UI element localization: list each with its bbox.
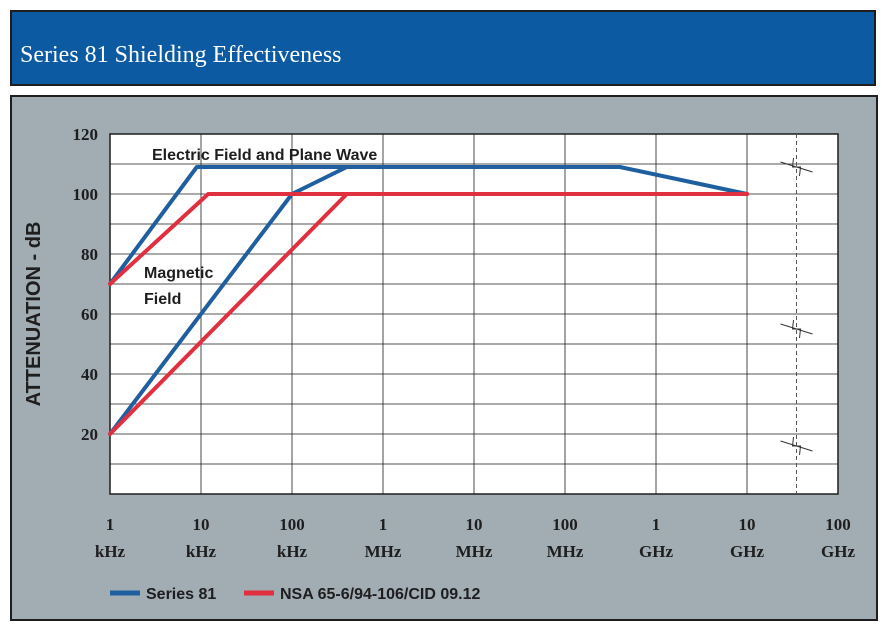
annotation-magnetic-line2: Field	[144, 291, 181, 308]
y-tick-label: 20	[81, 425, 98, 444]
x-tick-label-value: 100	[552, 515, 578, 534]
x-tick-label-unit: kHz	[277, 542, 308, 561]
series-line-series81-magnetic	[108, 165, 622, 436]
x-tick-labels: 1 kHz 10 kHz 100 kHz 1 MHz 10 MHz 100 MHz 1 GHz 10 GHz 1…	[95, 515, 856, 561]
break-symbol	[780, 436, 813, 456]
break-symbol	[780, 157, 813, 177]
x-tick-label-unit: MHz	[365, 542, 402, 561]
legend-label-nsa: NSA 65-6/94-106/CID 09.12	[280, 586, 481, 603]
y-tick-label: 120	[73, 125, 99, 144]
x-tick-label-value: 10	[739, 515, 756, 534]
annotation-magnetic-line1: Magnetic	[144, 265, 213, 282]
annotation-electric: Electric Field and Plane Wave	[152, 147, 377, 164]
x-tick-label-value: 1	[106, 515, 115, 534]
series-lines	[108, 165, 749, 436]
x-tick-label-unit: MHz	[456, 542, 493, 561]
y-tick-label: 60	[81, 305, 98, 324]
title-banner: Series 81 Shielding Effectiveness	[10, 10, 876, 86]
grid	[110, 134, 838, 494]
x-tick-label-unit: GHz	[639, 542, 673, 561]
x-tick-label-unit: kHz	[186, 542, 217, 561]
x-tick-label-value: 10	[466, 515, 483, 534]
x-tick-label-value: 1	[379, 515, 388, 534]
y-tick-label: 100	[73, 185, 99, 204]
x-tick-label-value: 100	[279, 515, 305, 534]
x-tick-label-unit: MHz	[547, 542, 584, 561]
y-tick-labels: 20 40 60 80 100 120	[73, 125, 99, 444]
x-tick-label-value: 1	[652, 515, 661, 534]
y-tick-label: 80	[81, 245, 98, 264]
y-tick-label: 40	[81, 365, 98, 384]
x-tick-label-unit: kHz	[95, 542, 126, 561]
axis-break-markers	[780, 134, 813, 494]
y-axis-label: ATTENUATION - dB	[23, 222, 45, 407]
legend-label-series81: Series 81	[146, 586, 216, 603]
chart-title: Series 81 Shielding Effectiveness	[20, 42, 342, 68]
x-tick-label-value: 10	[193, 515, 210, 534]
x-tick-label-value: 100	[825, 515, 851, 534]
series-line-nsa-magnetic	[108, 192, 749, 436]
x-tick-label-unit: GHz	[730, 542, 764, 561]
x-tick-label-unit: GHz	[821, 542, 855, 561]
break-symbol	[780, 319, 813, 339]
legend: Series 81 NSA 65-6/94-106/CID 09.12	[110, 586, 481, 603]
